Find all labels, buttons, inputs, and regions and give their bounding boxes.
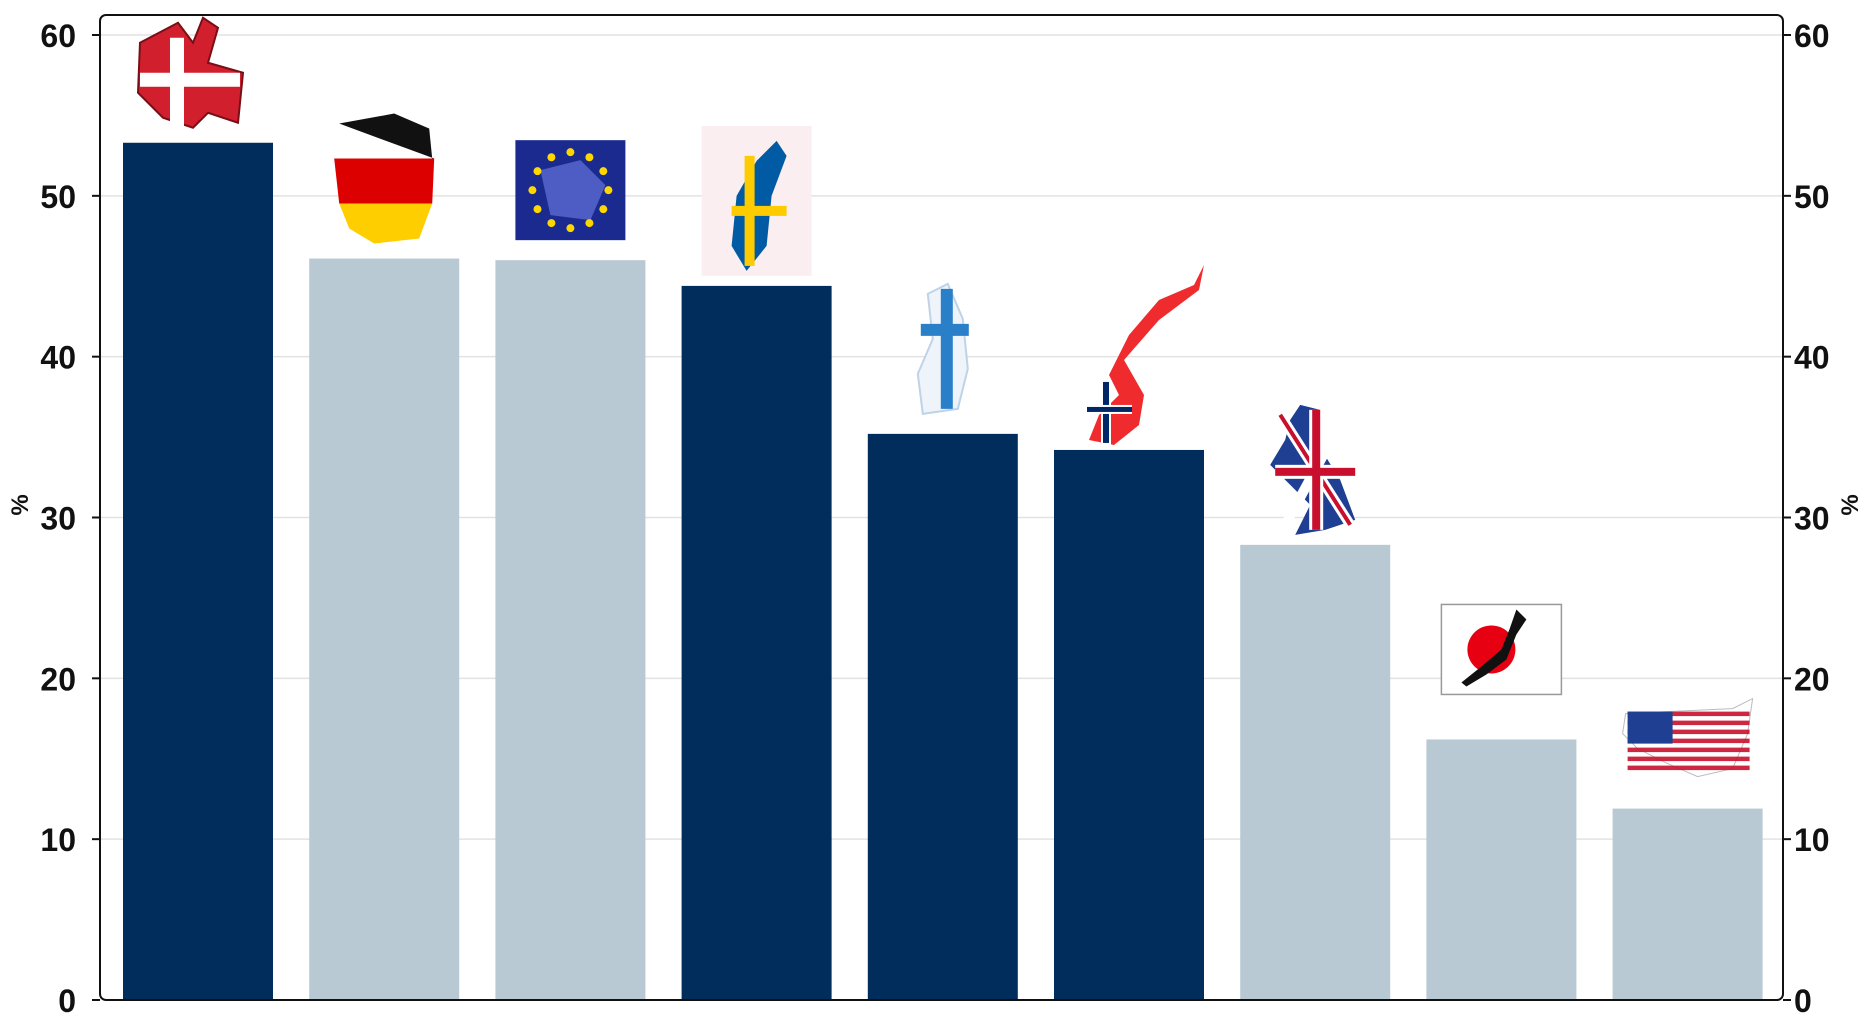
finland-flag-map-icon	[916, 282, 969, 416]
bar-norway	[1054, 449, 1204, 1000]
axes	[92, 14, 1791, 1001]
usa-flag-map-icon	[1622, 697, 1754, 778]
bar-denmark	[123, 142, 273, 1001]
y-tick-label-right: 20	[1794, 661, 1830, 697]
plot-frame	[99, 14, 1784, 1001]
y-tick-label-right: 30	[1794, 501, 1830, 537]
y-tick-label-left: 20	[40, 661, 76, 697]
eu-flag-map-icon	[515, 140, 626, 241]
bar-uk	[1240, 544, 1391, 1000]
flag-icons	[136, 16, 1754, 778]
y-tick-label-left: 60	[40, 18, 76, 54]
bar-sweden	[681, 285, 832, 1000]
bar-germany	[309, 258, 460, 1000]
bars	[123, 142, 1763, 1001]
y-tick-label-left: 0	[58, 983, 76, 1013]
y-tick-label-right: 40	[1794, 340, 1830, 376]
y-tick-label-left: 30	[40, 501, 76, 537]
bar-usa	[1612, 808, 1763, 1000]
norway-flag-map-icon	[1087, 264, 1204, 445]
y-tick-label-left: 10	[40, 822, 76, 858]
y-axis-label-left: %	[7, 494, 34, 515]
tick-labels: 0 0 10 10 20 20 30 30 40 40 50 50 60 60	[40, 18, 1830, 1018]
bar-japan	[1426, 739, 1577, 1000]
y-tick-label-right: 50	[1794, 179, 1830, 215]
y-tick-label-left: 50	[40, 179, 76, 215]
uk-flag-map-icon	[1270, 404, 1356, 535]
y-tick-label-left: 40	[40, 340, 76, 376]
y-tick-label-right: 10	[1794, 822, 1830, 858]
y-axis-label-right: %	[1837, 494, 1864, 515]
denmark-flag-map-icon	[136, 16, 245, 129]
japan-flag-map-icon	[1440, 603, 1563, 696]
y-tick-label-right: 60	[1794, 18, 1830, 54]
germany-flag-map-icon	[334, 113, 435, 244]
bar-finland	[867, 433, 1018, 1000]
bar-eu	[495, 260, 646, 1001]
sweden-flag-map-icon	[701, 125, 812, 276]
y-tick-label-right: 0	[1794, 983, 1812, 1013]
